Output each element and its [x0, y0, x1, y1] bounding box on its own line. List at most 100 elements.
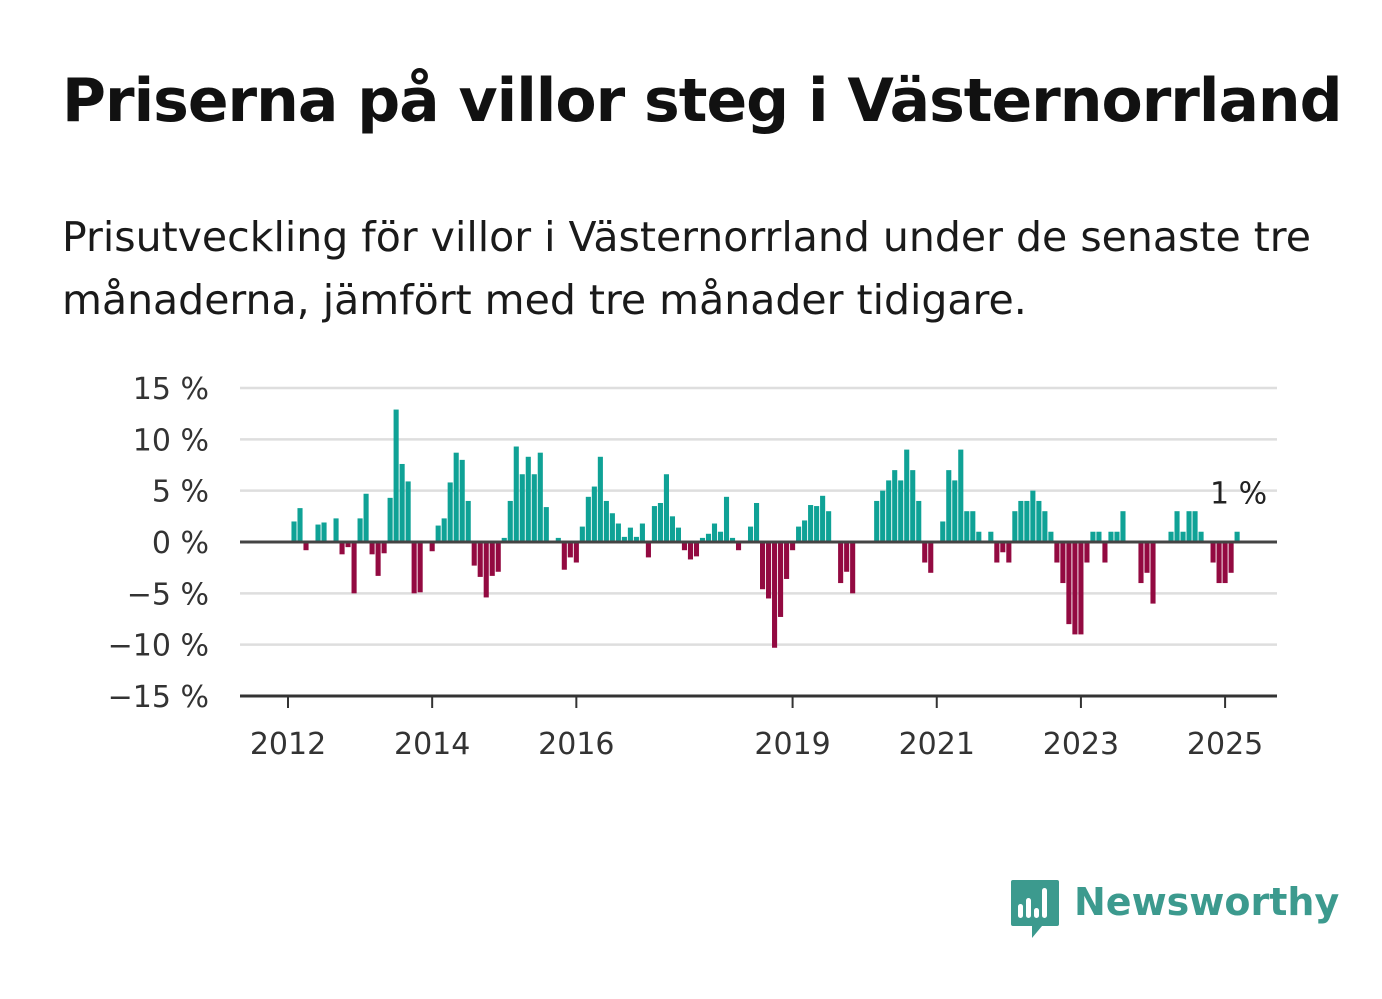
- bar: [874, 500, 880, 542]
- bar: [627, 527, 633, 542]
- bar: [417, 542, 423, 593]
- bar: [711, 523, 718, 542]
- bar: [543, 507, 549, 542]
- bar: [681, 542, 688, 551]
- bar: [1192, 511, 1198, 542]
- bar: [585, 496, 591, 542]
- bar: [838, 542, 844, 584]
- bar: [687, 542, 694, 560]
- bar: [976, 531, 982, 542]
- bar: [1198, 531, 1204, 542]
- chart-title: Priserna på villor steg i Västernorrland: [62, 66, 1343, 136]
- bar: [844, 542, 850, 572]
- bar: [729, 537, 736, 542]
- bar: [1108, 531, 1114, 542]
- bar: [784, 542, 790, 579]
- bar: [537, 452, 543, 542]
- bar: [928, 542, 934, 573]
- bar: [519, 474, 525, 542]
- bar: [663, 474, 669, 542]
- bar: [609, 513, 615, 542]
- bar: [1036, 500, 1042, 542]
- bar: [369, 542, 375, 555]
- bar: [489, 542, 495, 576]
- bar: [735, 542, 742, 551]
- bar: [922, 542, 928, 563]
- y-tick-label: 0 %: [152, 526, 209, 561]
- bar: [561, 542, 567, 570]
- axes: [240, 540, 1277, 708]
- bar: [1138, 542, 1144, 584]
- bar: [814, 506, 820, 542]
- bar: [381, 542, 387, 554]
- bar: [1054, 542, 1060, 563]
- bar: [621, 536, 627, 542]
- bar: [1000, 542, 1006, 553]
- bar: [1180, 531, 1186, 542]
- bar: [357, 518, 363, 542]
- bar: [387, 497, 393, 542]
- gridlines: [240, 386, 1277, 646]
- bar: [892, 470, 898, 542]
- bar: [952, 480, 958, 542]
- bar: [597, 456, 603, 542]
- bar: [1114, 531, 1120, 542]
- bar: [994, 542, 1000, 563]
- bar: [453, 452, 459, 542]
- bar: [1210, 542, 1216, 563]
- y-tick-label: 15 %: [133, 372, 209, 407]
- last-value-label: 1 %: [1210, 477, 1267, 512]
- bar: [339, 542, 345, 555]
- bar: [790, 542, 796, 551]
- bar: [291, 521, 297, 542]
- bar: [796, 526, 802, 542]
- bar: [826, 511, 832, 542]
- bar: [988, 531, 994, 542]
- bar: [501, 537, 507, 542]
- bar: [772, 542, 778, 648]
- bar: [375, 542, 381, 576]
- y-tick-label: 10 %: [133, 423, 209, 458]
- bar: [405, 481, 411, 542]
- bar: [603, 500, 609, 542]
- bar: [513, 446, 519, 542]
- bar: [1222, 542, 1228, 584]
- bar: [333, 518, 339, 542]
- bar: [441, 518, 447, 542]
- bar: [886, 480, 892, 542]
- bar: [447, 482, 453, 542]
- bar: [910, 470, 916, 542]
- tick-labels: 15 % 10 % 5 % 0 % −5 % −10 % −15 % 2012 2014 2016…: [108, 372, 1267, 762]
- bar: [850, 542, 856, 594]
- bar: [970, 511, 976, 542]
- bar: [579, 526, 585, 542]
- bar: [1234, 531, 1240, 542]
- bar: [297, 508, 303, 542]
- bar: [705, 533, 712, 542]
- bar: [958, 449, 964, 542]
- bar: [1042, 511, 1048, 542]
- bar: [964, 511, 970, 542]
- bar: [723, 496, 730, 542]
- bar: [1096, 531, 1102, 542]
- bar: [1228, 542, 1234, 573]
- bar: [1102, 542, 1108, 563]
- bar: [1018, 500, 1024, 542]
- bar: [940, 521, 946, 542]
- bar: [399, 463, 405, 542]
- bar: [507, 500, 513, 542]
- bar: [1048, 531, 1054, 542]
- bar: [1084, 542, 1090, 563]
- bar: [471, 542, 477, 566]
- brand-name: Newsworthy: [1074, 880, 1340, 924]
- y-tick-label: −10 %: [108, 629, 209, 664]
- bar: [1168, 531, 1174, 542]
- bar: [435, 525, 441, 542]
- bar: [1150, 542, 1156, 604]
- bar: [802, 520, 808, 542]
- bar: [675, 527, 681, 542]
- bar: [591, 486, 597, 542]
- bar: [693, 542, 700, 557]
- y-tick-label: −15 %: [108, 680, 209, 715]
- bar: [808, 505, 814, 542]
